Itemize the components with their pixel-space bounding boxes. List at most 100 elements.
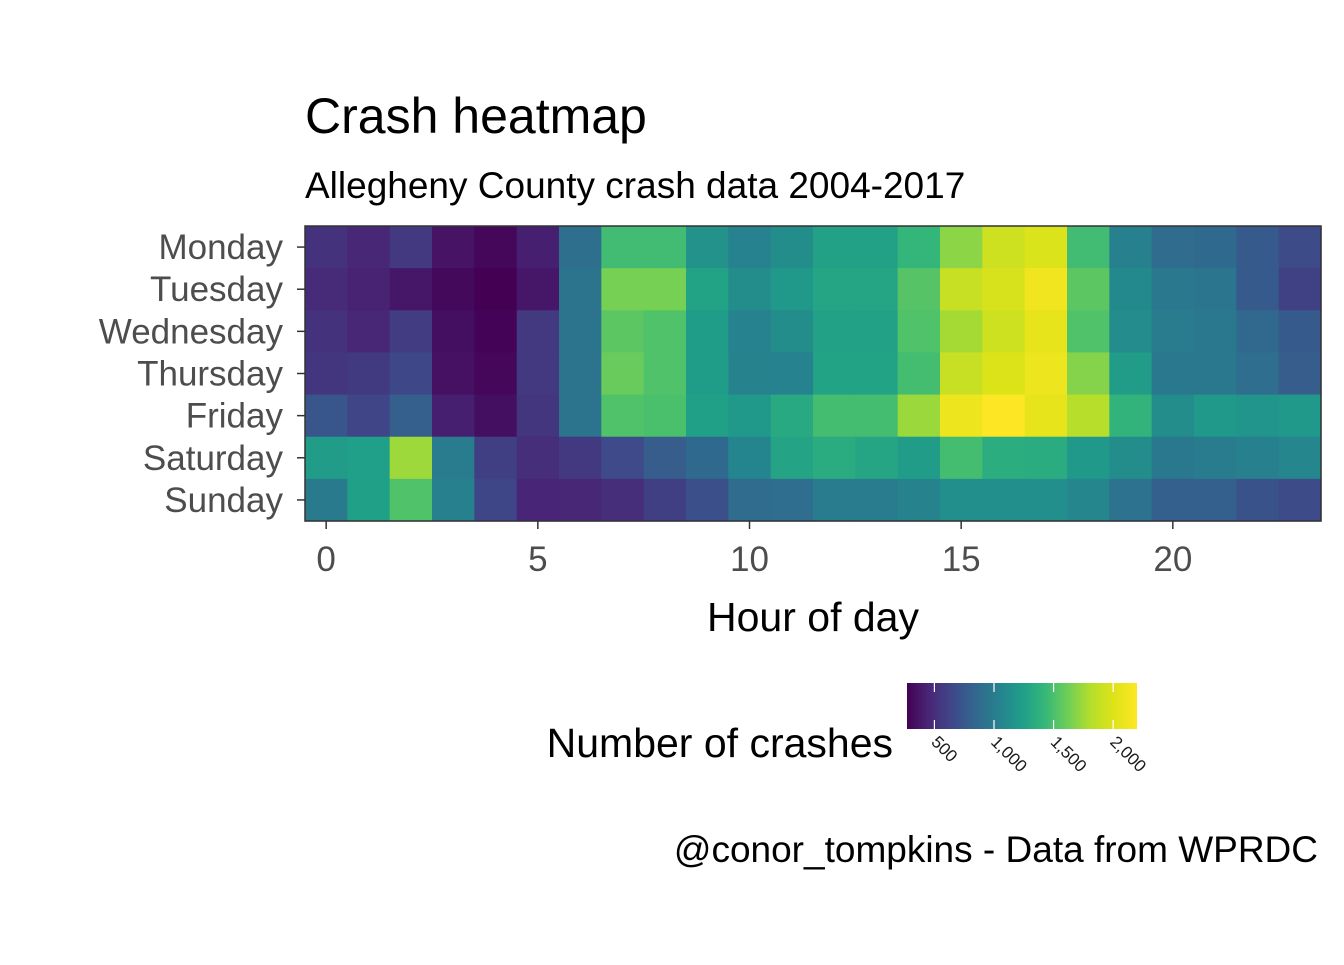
heatmap-cell xyxy=(347,478,391,522)
heatmap-cell xyxy=(982,310,1026,354)
heatmap-cell xyxy=(813,310,856,354)
heatmap-cell xyxy=(728,436,772,480)
heatmap-cell xyxy=(897,310,941,354)
legend-tick-label: 500 xyxy=(928,732,961,765)
heatmap-cell xyxy=(516,394,560,438)
heatmap-cell xyxy=(940,226,983,269)
heatmap-cell xyxy=(389,436,433,480)
heatmap-cell xyxy=(813,436,856,480)
heatmap-cell xyxy=(1236,394,1280,438)
heatmap-cell xyxy=(347,436,391,480)
heatmap-cell xyxy=(1236,268,1280,311)
heatmap-cell xyxy=(1236,352,1280,396)
heatmap-cell xyxy=(897,394,941,438)
heatmap-cell xyxy=(1109,394,1153,438)
x-tick-label: 15 xyxy=(942,540,981,579)
heatmap-cell xyxy=(770,436,814,480)
heatmap-cell xyxy=(1109,268,1153,311)
heatmap-cell xyxy=(686,226,729,269)
heatmap-cell xyxy=(559,268,602,311)
heatmap-cell xyxy=(559,226,602,269)
heatmap-cell xyxy=(1194,352,1237,396)
y-tick-label: Thursday xyxy=(137,355,283,394)
legend-tick-label: 1,000 xyxy=(987,732,1031,776)
heatmap-cell xyxy=(897,226,941,269)
color-legend: Number of crashes 500 1,000 1,500 2,000 xyxy=(547,683,1150,776)
heatmap-cell xyxy=(686,394,729,438)
heatmap-cell xyxy=(1278,352,1322,396)
heatmap-cell xyxy=(389,478,433,522)
heatmap-cell xyxy=(855,436,899,480)
heatmap-cell xyxy=(389,268,433,311)
heatmap-cell xyxy=(1067,310,1110,354)
heatmap-cell xyxy=(770,352,814,396)
heatmap-cell xyxy=(1236,310,1280,354)
heatmap-cell xyxy=(855,352,899,396)
heatmap-cell xyxy=(474,352,518,396)
heatmap-cell xyxy=(1151,394,1195,438)
heatmap-cell xyxy=(855,478,899,522)
heatmap-cell xyxy=(1278,478,1322,522)
heatmap-cell xyxy=(1151,226,1195,269)
x-tick-label: 5 xyxy=(528,540,547,579)
heatmap-cell xyxy=(940,268,983,311)
legend-title: Number of crashes xyxy=(547,720,893,766)
heatmap-cell xyxy=(1194,478,1237,522)
heatmap-cell xyxy=(516,310,560,354)
heatmap-cell xyxy=(432,268,475,311)
heatmap-cell xyxy=(1024,226,1068,269)
heatmap-cell xyxy=(982,478,1026,522)
x-tick-label: 10 xyxy=(730,540,769,579)
heatmap-cell xyxy=(305,310,348,354)
heatmap-cell xyxy=(643,352,687,396)
heatmap-cell xyxy=(389,352,433,396)
y-tick-label: Wednesday xyxy=(99,312,284,351)
heatmap-cell xyxy=(432,352,475,396)
heatmap-cell xyxy=(559,436,602,480)
heatmap-cell xyxy=(1194,268,1237,311)
heatmap-cell xyxy=(559,478,602,522)
heatmap-cell xyxy=(559,310,602,354)
heatmap-cell xyxy=(1151,352,1195,396)
heatmap-cell xyxy=(1109,478,1153,522)
heatmap-cell xyxy=(813,394,856,438)
heatmap-cell xyxy=(982,394,1026,438)
heatmap-cell xyxy=(1236,436,1280,480)
heatmap-cell xyxy=(601,226,645,269)
heatmap-cell xyxy=(1194,310,1237,354)
heatmap-cell xyxy=(1109,352,1153,396)
heatmap-cell xyxy=(432,478,475,522)
heatmap-cell xyxy=(601,394,645,438)
heatmap-cell xyxy=(940,394,983,438)
heatmap-cell xyxy=(686,268,729,311)
y-tick-label: Tuesday xyxy=(150,270,283,309)
heatmap-cell xyxy=(855,268,899,311)
chart-subtitle: Allegheny County crash data 2004-2017 xyxy=(305,165,965,206)
heatmap-cell xyxy=(305,436,348,480)
heatmap-cell xyxy=(770,478,814,522)
heatmap-cell xyxy=(347,226,391,269)
heatmap-cell xyxy=(474,394,518,438)
heatmap-cell xyxy=(897,268,941,311)
heatmap-cell xyxy=(1278,436,1322,480)
heatmap-cell xyxy=(855,394,899,438)
heatmap-cell xyxy=(643,478,687,522)
heatmap-cell xyxy=(474,310,518,354)
heatmap-cell xyxy=(1194,226,1237,269)
heatmap-cell xyxy=(389,226,433,269)
heatmap-cell xyxy=(728,478,772,522)
heatmap-cell xyxy=(1024,478,1068,522)
heatmap-cell xyxy=(813,268,856,311)
heatmap-cell xyxy=(643,394,687,438)
heatmap-cell xyxy=(728,226,772,269)
heatmap-cell xyxy=(474,436,518,480)
heatmap-cell xyxy=(686,478,729,522)
heatmap-cell xyxy=(728,310,772,354)
heatmap-cell xyxy=(347,352,391,396)
heatmap-cell xyxy=(1278,310,1322,354)
heatmap-cell xyxy=(1067,352,1110,396)
heatmap-cell xyxy=(305,226,348,269)
heatmap-cell xyxy=(516,436,560,480)
